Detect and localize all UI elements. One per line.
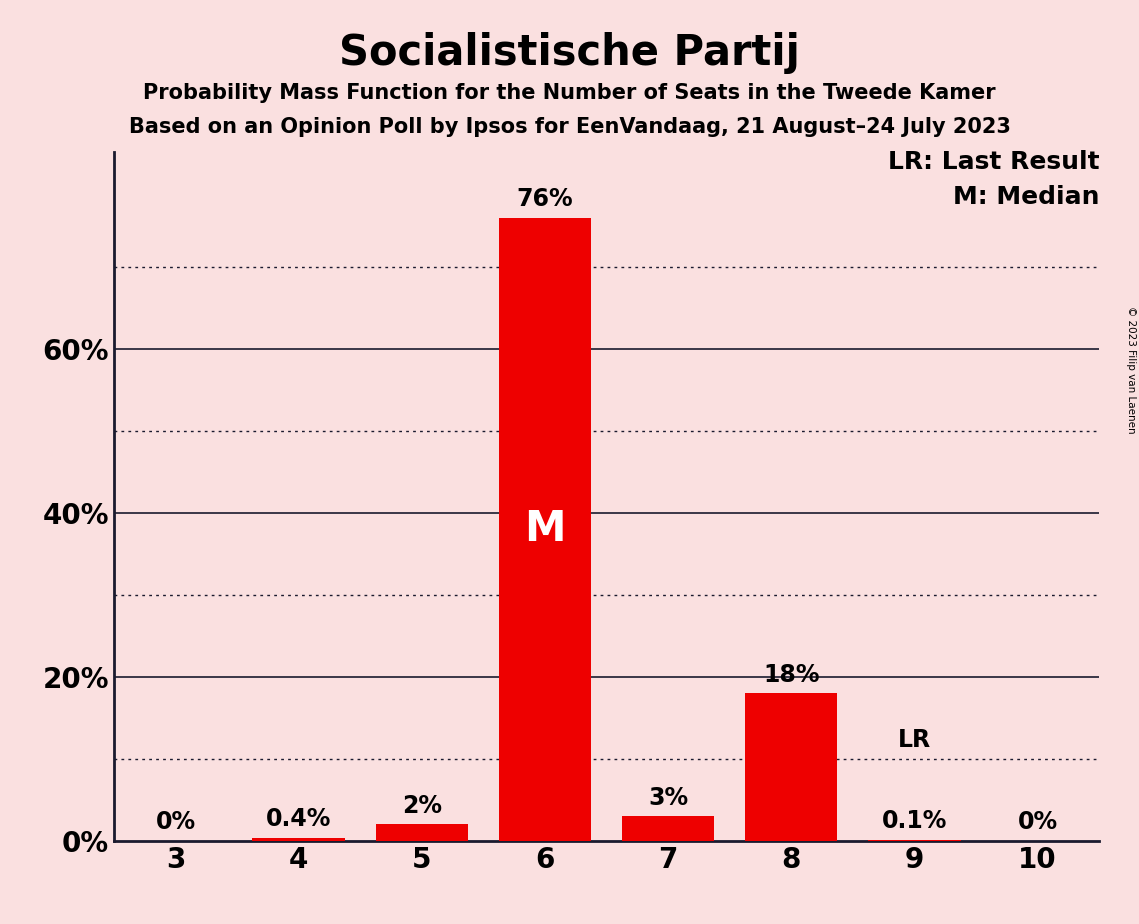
Text: 0.4%: 0.4% — [265, 807, 331, 831]
Text: 2%: 2% — [402, 794, 442, 818]
Text: LR: Last Result: LR: Last Result — [887, 150, 1099, 174]
Text: Socialistische Partij: Socialistische Partij — [339, 32, 800, 74]
Bar — [745, 693, 837, 841]
Text: M: M — [524, 508, 566, 551]
Text: M: Median: M: Median — [952, 185, 1099, 209]
Text: 3%: 3% — [648, 785, 688, 809]
Text: 18%: 18% — [763, 663, 819, 687]
Text: © 2023 Filip van Laenen: © 2023 Filip van Laenen — [1125, 306, 1136, 433]
Text: Probability Mass Function for the Number of Seats in the Tweede Kamer: Probability Mass Function for the Number… — [144, 83, 995, 103]
Text: 76%: 76% — [517, 188, 573, 212]
Text: LR: LR — [898, 728, 931, 752]
Bar — [622, 816, 714, 841]
Text: 0%: 0% — [1017, 810, 1058, 834]
Bar — [376, 824, 468, 841]
Bar — [499, 218, 591, 841]
Bar — [253, 837, 345, 841]
Text: Based on an Opinion Poll by Ipsos for EenVandaag, 21 August–24 July 2023: Based on an Opinion Poll by Ipsos for Ee… — [129, 117, 1010, 138]
Text: 0.1%: 0.1% — [882, 809, 948, 833]
Text: 0%: 0% — [155, 810, 196, 834]
